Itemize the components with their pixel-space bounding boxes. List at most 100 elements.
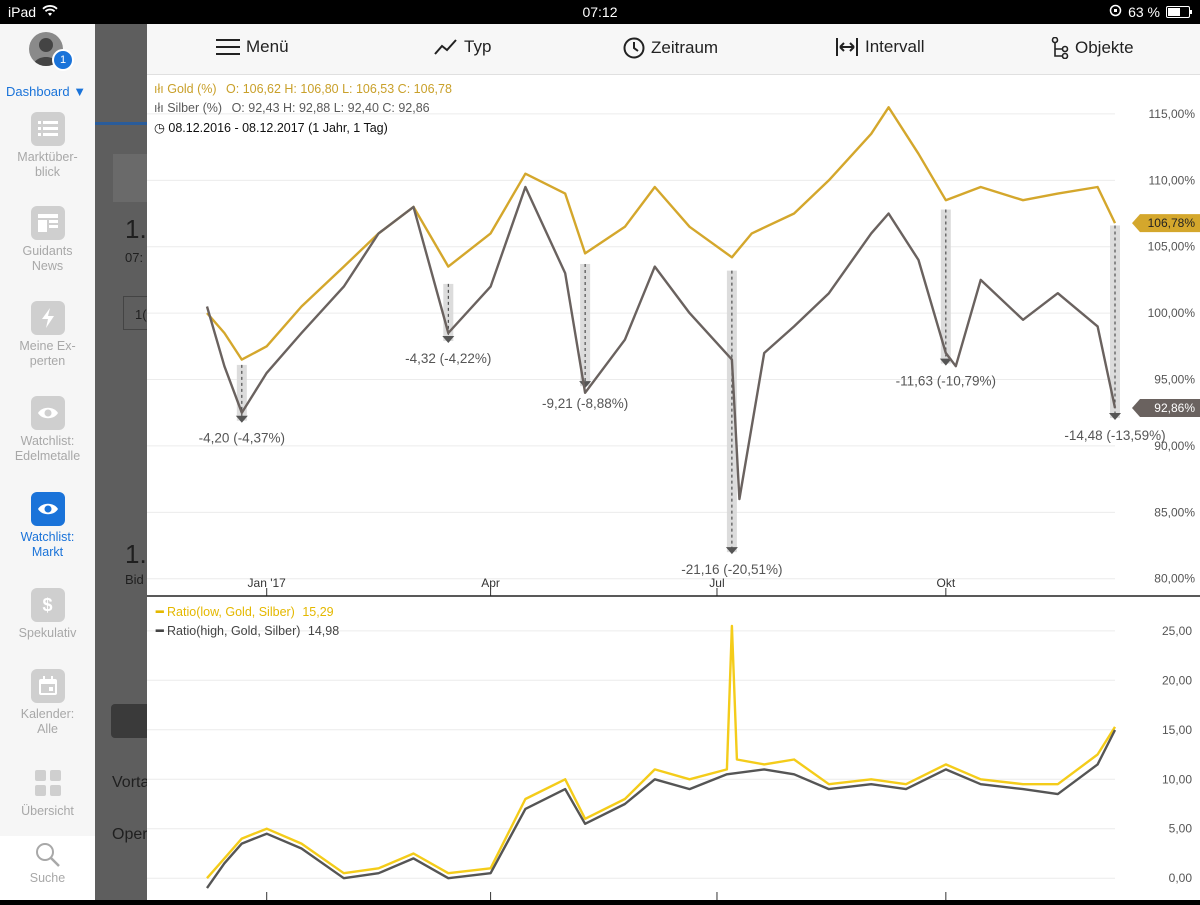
chart-toolbar: Menü Typ Zeitraum Intervall Objekte bbox=[147, 24, 1200, 75]
sidebar-item-meine-experten[interactable]: Meine Ex- perten bbox=[0, 301, 95, 369]
y-tick-label: 15,00 bbox=[1162, 723, 1192, 737]
sidebar-item-kalender[interactable]: Kalender: Alle bbox=[0, 669, 95, 737]
ratio-grid bbox=[147, 630, 1115, 879]
candle-icon: ıłı bbox=[154, 101, 164, 115]
type-button[interactable]: Typ bbox=[434, 37, 491, 57]
device-label: iPad bbox=[8, 4, 37, 20]
menu-label: Menü bbox=[246, 37, 289, 56]
drawdown-label: -4,20 (-4,37%) bbox=[199, 431, 285, 446]
ratio-low-title: Ratio(low, Gold, Silber) bbox=[167, 605, 295, 619]
chart-svg[interactable]: -4,20 (-4,37%) -4,32 (-4,22%) -9,21 (-8,88… bbox=[147, 74, 1200, 900]
wifi-icon bbox=[42, 4, 58, 20]
background-text: 1( bbox=[135, 307, 147, 322]
date-range-legend: ◷ 08.12.2016 - 08.12.2017 (1 Jahr, 1 Tag… bbox=[154, 120, 388, 135]
sidebar-item-marktueberblick[interactable]: Marktüber- blick bbox=[0, 112, 95, 180]
interval-button[interactable]: Intervall bbox=[835, 37, 925, 57]
drawdown-label: -4,32 (-4,22%) bbox=[405, 351, 491, 366]
sidebar-item-watchlist-markt[interactable]: Watchlist: Markt bbox=[0, 492, 95, 560]
ratio-high-line bbox=[206, 729, 1117, 889]
background-dashboard: 1. 07: 1( 1. Bid Vorta Oper bbox=[95, 24, 150, 900]
sidebar-item-label: Spekulativ bbox=[18, 626, 77, 640]
clock-icon bbox=[623, 37, 645, 59]
clock: 07:12 bbox=[582, 4, 618, 20]
axis-labels: 80,00% 85,00% 90,00% 95,00% 100,00% 105,00% 11… bbox=[248, 107, 1196, 885]
sidebar-item-spekulativ[interactable]: $ Spekulativ bbox=[0, 588, 95, 641]
battery-percent: 63 % bbox=[1128, 4, 1160, 20]
silver-legend-ohlc: O: 92,43 H: 92,88 L: 92,40 C: 92,86 bbox=[231, 101, 430, 115]
drawdown-bar bbox=[940, 209, 951, 364]
price-series bbox=[205, 106, 1117, 501]
background-text: 07: bbox=[125, 250, 144, 265]
background-tile bbox=[111, 704, 150, 738]
battery-icon bbox=[1166, 6, 1192, 18]
gold-legend-ohlc: O: 106,62 H: 106,80 L: 106,53 C: 106,78 bbox=[226, 82, 452, 96]
gold-series-line bbox=[206, 106, 1117, 361]
y-tick-label: 80,00% bbox=[1154, 572, 1195, 586]
gold-last-value-tag bbox=[1132, 214, 1200, 233]
candle-icon: ıłı bbox=[154, 82, 164, 96]
dollar-icon: $ bbox=[30, 588, 65, 622]
silver-last-value-tag bbox=[1132, 398, 1200, 417]
menu-icon bbox=[216, 38, 240, 56]
orientation-lock-icon bbox=[1109, 4, 1122, 20]
drawdown-label: -21,16 (-20,51%) bbox=[681, 562, 782, 577]
series-swatch: ━ bbox=[156, 624, 164, 638]
bolt-icon bbox=[30, 301, 65, 335]
sidebar-item-label: Meine Ex- perten bbox=[19, 339, 76, 368]
interval-icon bbox=[835, 38, 859, 56]
drawdown-label: -11,63 (-10,79%) bbox=[896, 374, 996, 389]
drawdown-bar bbox=[236, 364, 247, 421]
drawdown-annotations: -4,20 (-4,37%) -4,32 (-4,22%) -9,21 (-8,88… bbox=[199, 209, 1166, 577]
drawdown-arrow bbox=[579, 381, 592, 389]
background-tile bbox=[113, 154, 150, 202]
background-text: Vorta bbox=[112, 774, 150, 791]
sidebar-item-label: Guidants News bbox=[22, 244, 73, 273]
price-grid bbox=[147, 113, 1115, 900]
ratio-high-legend: ━ Ratio(high, Gold, Silber) 14,98 bbox=[156, 623, 339, 638]
sidebar: 1 Dashboard ▼ Marktüber- blick Guidants … bbox=[0, 24, 96, 900]
y-tick-label: 0,00 bbox=[1169, 871, 1193, 885]
gold-last-value-tag-label: 106,78% bbox=[1148, 216, 1196, 230]
y-tick-label: 105,00% bbox=[1148, 240, 1196, 254]
y-tick-label: 110,00% bbox=[1149, 173, 1196, 187]
sidebar-item-guidants-news[interactable]: Guidants News bbox=[0, 206, 95, 274]
y-tick-label: 100,00% bbox=[1148, 306, 1196, 320]
background-text: 1. bbox=[125, 214, 147, 244]
sidebar-item-uebersicht[interactable]: Übersicht bbox=[0, 766, 95, 819]
period-button[interactable]: Zeitraum bbox=[623, 37, 718, 59]
chart-area[interactable]: -4,20 (-4,37%) -4,32 (-4,22%) -9,21 (-8,88… bbox=[147, 74, 1200, 900]
y-tick-label: 25,00 bbox=[1162, 624, 1192, 638]
drawdown-arrow bbox=[442, 336, 455, 344]
sidebar-item-watchlist-edelmetalle[interactable]: Watchlist: Edelmetalle bbox=[0, 396, 95, 464]
drawdown-label: -9,21 (-8,88%) bbox=[542, 396, 628, 411]
menu-button[interactable]: Menü bbox=[216, 37, 289, 57]
background-text: Bid bbox=[125, 572, 144, 587]
silver-legend: ıłı Silber (%) O: 92,43 H: 92,88 L: 92,4… bbox=[154, 101, 430, 115]
eye-icon bbox=[30, 492, 65, 526]
status-bar: iPad 07:12 63 % bbox=[0, 0, 1200, 24]
gold-legend: ıłı Gold (%) O: 106,62 H: 106,80 L: 106,… bbox=[154, 82, 452, 96]
x-tick-label: Jul bbox=[709, 576, 724, 590]
search-button[interactable]: Suche bbox=[0, 836, 95, 900]
chart-panel: Menü Typ Zeitraum Intervall Objekte -4,2… bbox=[147, 24, 1200, 900]
ratio-high-title: Ratio(high, Gold, Silber) bbox=[167, 624, 301, 638]
objects-label: Objekte bbox=[1075, 38, 1134, 57]
news-icon bbox=[30, 206, 65, 240]
x-tick-label: Apr bbox=[481, 576, 500, 590]
dashboard-dropdown[interactable]: Dashboard ▼ bbox=[6, 84, 87, 99]
line-chart-icon bbox=[434, 38, 458, 56]
drawdown-arrow bbox=[235, 415, 248, 423]
ratio-high-value: 14,98 bbox=[307, 624, 340, 638]
sidebar-item-label: Watchlist: Markt bbox=[20, 530, 75, 559]
sidebar-item-label: Kalender: Alle bbox=[20, 707, 75, 736]
sidebar-item-label: Übersicht bbox=[21, 804, 74, 818]
y-tick-label: 90,00% bbox=[1154, 439, 1195, 453]
divider bbox=[95, 122, 150, 125]
y-tick-label: 115,00% bbox=[1149, 107, 1196, 121]
calendar-icon bbox=[30, 669, 65, 703]
drawdown-arrow bbox=[725, 547, 738, 555]
objects-button[interactable]: Objekte bbox=[1051, 37, 1134, 59]
y-tick-label: 10,00 bbox=[1162, 772, 1192, 786]
interval-label: Intervall bbox=[865, 37, 925, 56]
silver-legend-title: Silber (%) bbox=[167, 101, 223, 115]
